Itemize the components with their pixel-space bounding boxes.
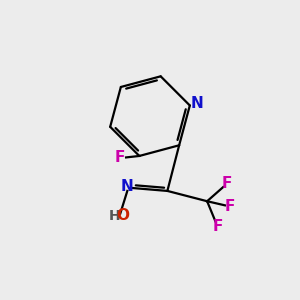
Text: N: N bbox=[121, 179, 134, 194]
Text: F: F bbox=[225, 199, 235, 214]
Text: H: H bbox=[109, 209, 120, 223]
Text: O: O bbox=[116, 208, 129, 223]
Text: N: N bbox=[191, 97, 204, 112]
Text: F: F bbox=[222, 176, 232, 191]
Text: F: F bbox=[212, 219, 223, 234]
Text: F: F bbox=[115, 150, 125, 165]
